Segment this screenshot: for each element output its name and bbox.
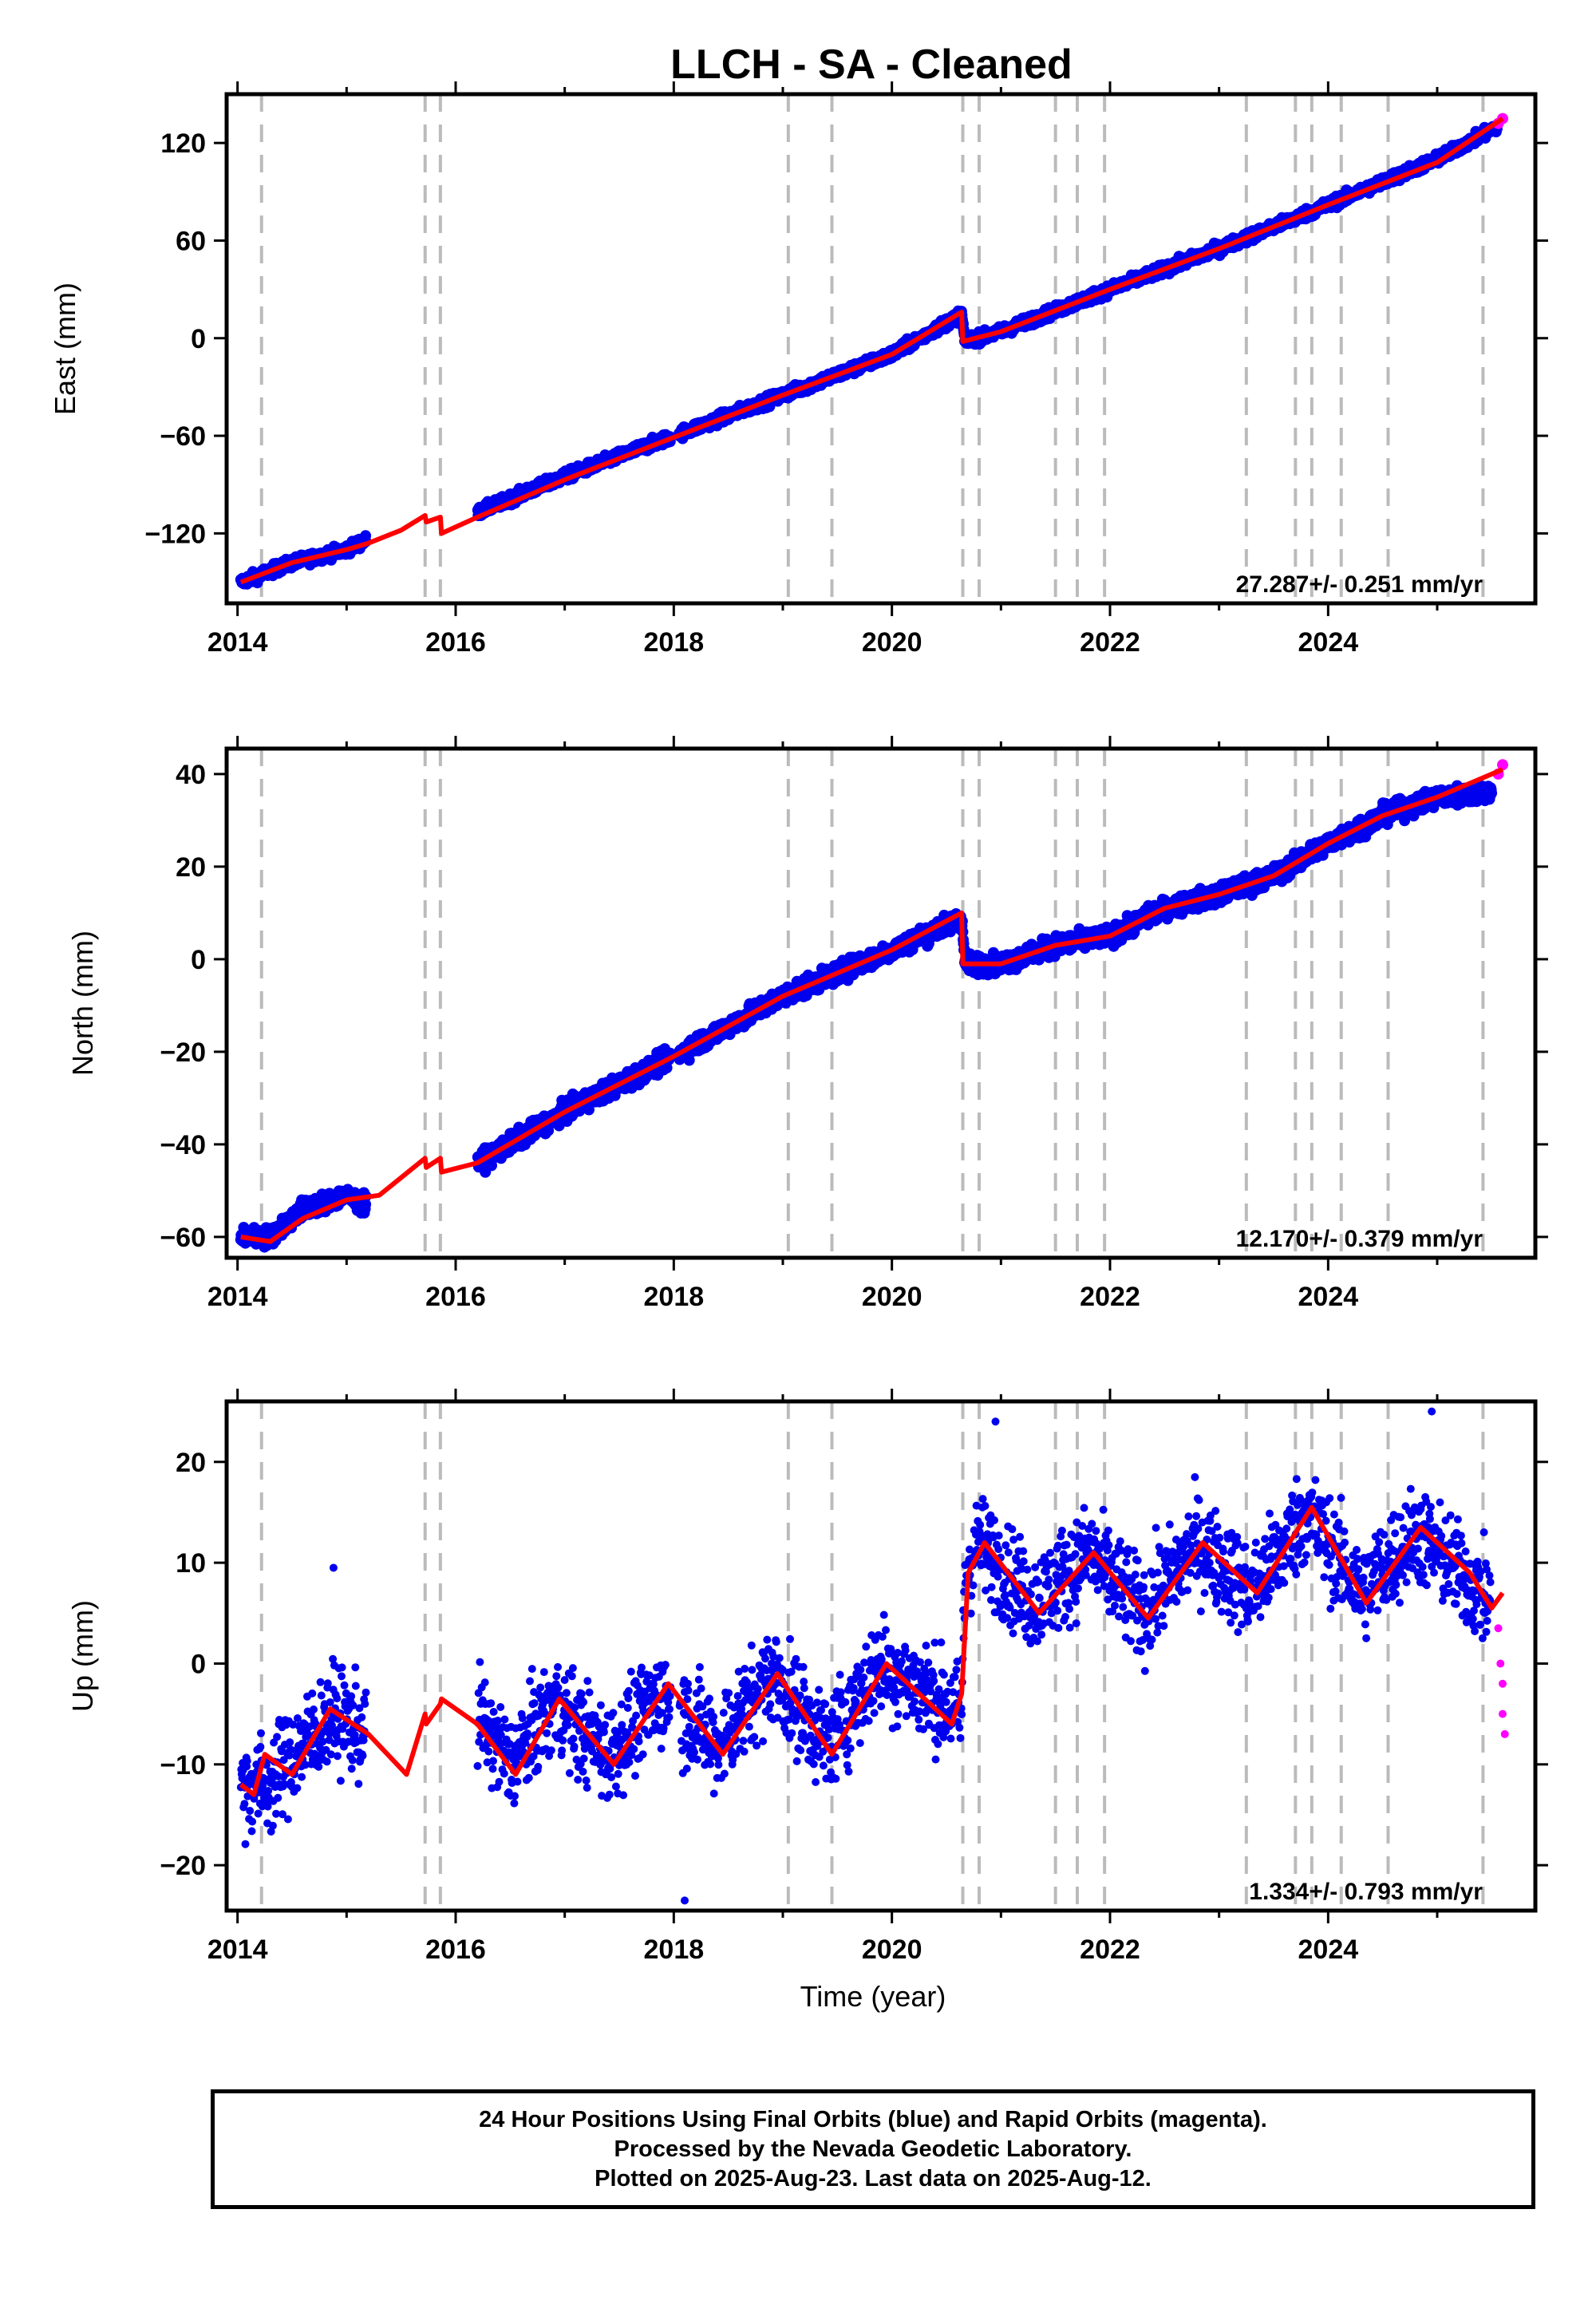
plot-area xyxy=(235,94,1508,603)
plot-area xyxy=(235,749,1508,1258)
y-tick-label: −60 xyxy=(160,421,206,452)
x-tick-label: 2020 xyxy=(862,627,922,658)
final-orbit-point xyxy=(360,1199,372,1211)
y-tick-label: 0 xyxy=(191,324,206,354)
chart-panels: 2014 2016 2018 2020 2022 2024 −120 −60 0 60 120 Eas… xyxy=(49,81,1548,1965)
y-axis-label: East (mm) xyxy=(49,283,81,415)
x-tick-label: 2018 xyxy=(644,627,705,658)
plot-frame xyxy=(224,92,1538,606)
panel-north: 2014 2016 2018 2020 2022 2024−60−40−2002040No… xyxy=(66,736,1548,1312)
x-tick-label: 2014 xyxy=(207,627,268,658)
rate-label: 27.287+/- 0.251 mm/yr xyxy=(1236,571,1483,598)
x-tick-label: 2022 xyxy=(1080,627,1140,658)
model-line xyxy=(239,117,1504,585)
y-tick-label: 120 xyxy=(160,128,206,159)
y-tick-label: 60 xyxy=(176,226,206,256)
panel-east: 2014 2016 2018 2020 2022 2024 −120 −60 0 60 120 Eas… xyxy=(49,81,1548,658)
y-tick-label: −120 xyxy=(144,519,206,549)
x-tick-label: 2016 xyxy=(425,627,486,658)
final-orbit-point xyxy=(683,1054,695,1066)
x-tick-label: 2024 xyxy=(1298,627,1359,658)
chart-title: LLCH - SA - Cleaned xyxy=(670,41,1073,88)
